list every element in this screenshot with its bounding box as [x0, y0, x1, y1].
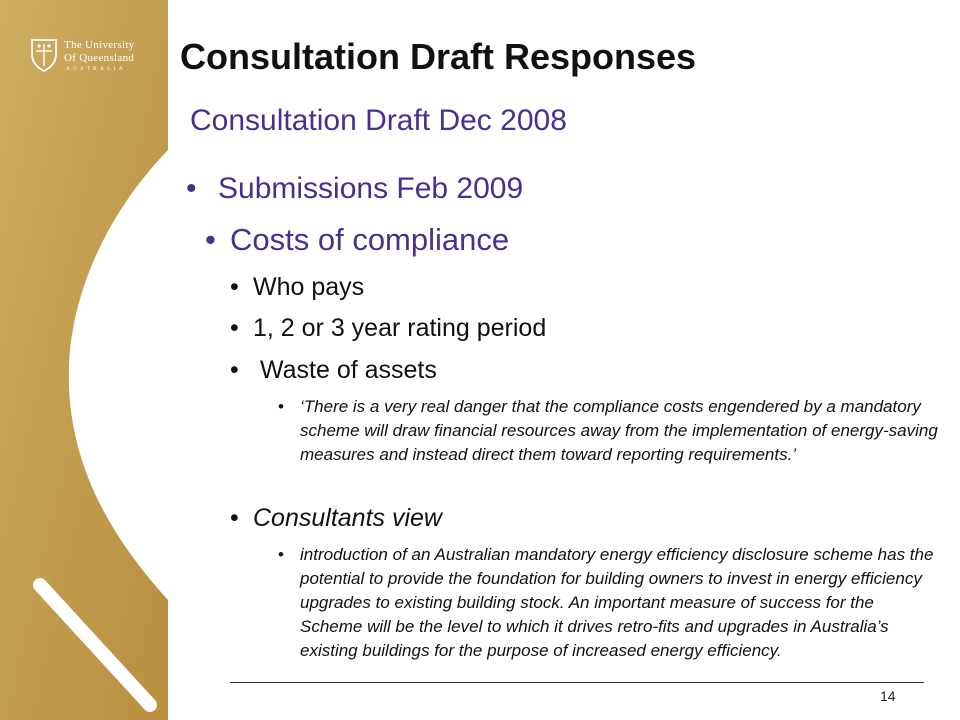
bullet-text: Who pays [253, 273, 365, 301]
bullet-text: 1, 2 or 3 year rating period [253, 314, 547, 342]
bullet-text: Waste of assets [253, 356, 437, 384]
bullet-marker: • [278, 397, 284, 416]
bullet-text: Costs of compliance [230, 222, 510, 257]
bullet-marker: • [230, 504, 239, 532]
bullet-marker: • [230, 273, 239, 301]
footer-rule [230, 682, 924, 683]
logo-text-line1: The University [64, 39, 135, 51]
bullet-text: Submissions Feb 2009 [218, 172, 524, 205]
bullet-marker: • [230, 356, 239, 384]
logo-text-line3: AUSTRALIA [66, 66, 126, 72]
university-logo: The University Of Queensland AUSTRALIA [30, 38, 180, 78]
crest-icon [31, 39, 57, 72]
bullet-text: Consultants view [253, 504, 442, 532]
bullet-marker: • [230, 314, 239, 342]
slide-title: Consultation Draft Responses [180, 36, 697, 77]
page-number: 14 [880, 688, 896, 704]
bullet-marker: • [278, 545, 284, 564]
consultant-text: introduction of an Australian mandatory … [300, 545, 934, 660]
logo-text-line2: Of Queensland [64, 52, 135, 64]
bullet-marker: • [186, 172, 197, 205]
quote-text: ‘There is a very real danger that the co… [300, 397, 938, 464]
slide-subtitle: Consultation Draft Dec 2008 [190, 104, 567, 137]
bullet-marker: • [205, 222, 216, 257]
